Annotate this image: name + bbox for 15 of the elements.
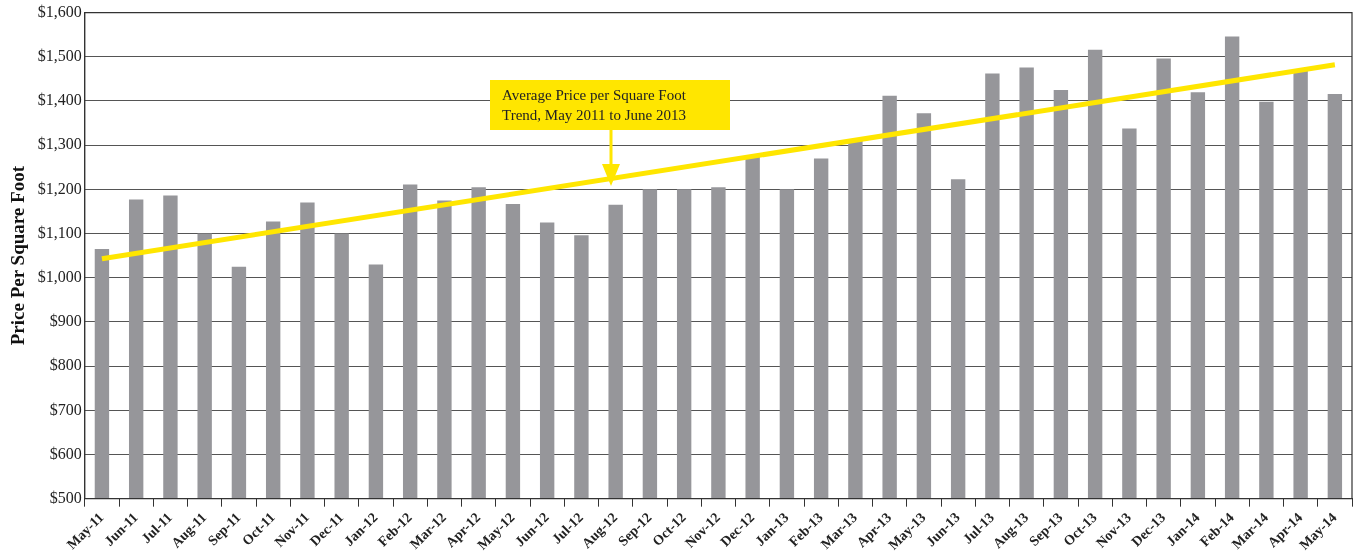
y-tick-label: $1,000 (37, 267, 82, 285)
y-tick-label: $500 (49, 488, 82, 506)
annotation: Average Price per Square Foot Trend, May 2011 to June 2013 (502, 87, 686, 123)
y-tick-label: $600 (49, 444, 82, 462)
y-axis-title: Price Per Square Foot (7, 165, 29, 346)
y-tick-label: $1,300 (37, 135, 82, 153)
y-tick-label: $1,500 (37, 46, 82, 64)
callout-box: Average Price per Square Foot Trend, May 2011 to June 2013 (490, 80, 730, 130)
y-tick-label: $800 (49, 356, 82, 374)
y-tick-label: $1,200 (37, 179, 82, 197)
y-tick-label: $1,400 (37, 91, 82, 109)
y-tick-label: $1,600 (37, 2, 82, 20)
y-tick-label: $1,100 (37, 223, 82, 241)
y-tick-label: $700 (49, 400, 82, 418)
y-tick-label: $900 (49, 312, 82, 330)
